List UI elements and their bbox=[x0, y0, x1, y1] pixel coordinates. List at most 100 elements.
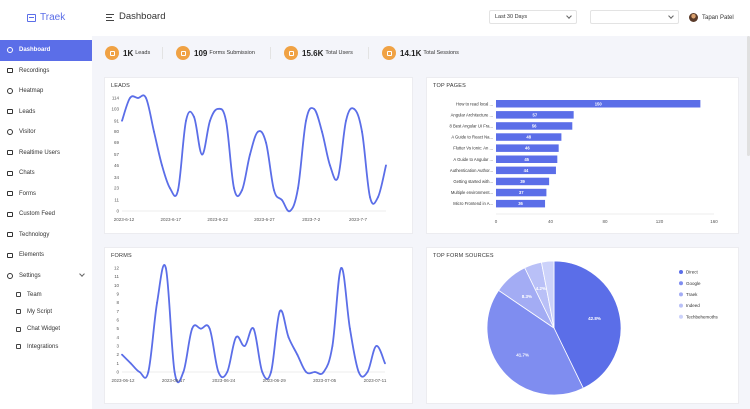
avatar bbox=[689, 13, 698, 22]
sidebar-subitem-team[interactable]: Team bbox=[0, 286, 92, 303]
sidebar-item-visitor[interactable]: Visitor bbox=[0, 122, 92, 143]
y-tick-label: 91 bbox=[114, 118, 120, 123]
bar-category-label: Authentication Author... bbox=[450, 168, 493, 173]
stat-total-users: 15.6K Total Users bbox=[284, 46, 353, 60]
sidebar-subitem-integrations[interactable]: Integrations bbox=[0, 338, 92, 355]
site-select[interactable] bbox=[590, 10, 679, 24]
sidebar-item-leads[interactable]: Leads bbox=[0, 102, 92, 123]
bar bbox=[496, 166, 556, 175]
stat-forms-submission: 109 Forms Submission bbox=[176, 46, 255, 60]
x-tick-label: 2023-7-2 bbox=[302, 217, 321, 222]
sidebar-item-heatmap[interactable]: Heatmap bbox=[0, 81, 92, 102]
bar bbox=[496, 122, 573, 130]
data-point bbox=[305, 371, 307, 373]
legend-label: Traek bbox=[686, 292, 698, 297]
sidebar-item-settings[interactable]: Settings bbox=[0, 266, 92, 287]
legend-swatch bbox=[679, 303, 683, 308]
data-point bbox=[278, 310, 281, 313]
stat-total-sessions: 14.1K Total Sessions bbox=[382, 46, 459, 60]
data-point bbox=[147, 371, 150, 373]
stat-value: 15.6K bbox=[302, 48, 324, 58]
pie-slice bbox=[540, 260, 555, 329]
sidebar-item-elements[interactable]: Elements bbox=[0, 245, 92, 266]
integrations-icon bbox=[15, 344, 21, 350]
technology-icon bbox=[6, 231, 13, 238]
stat-divider bbox=[368, 47, 369, 59]
y-tick-label: 2 bbox=[116, 352, 119, 357]
legend-label: Google bbox=[686, 281, 701, 286]
data-point bbox=[305, 119, 307, 122]
top-pages-card: TOP PAGES How to read local ... 150 Angula… bbox=[426, 77, 739, 234]
data-point bbox=[235, 336, 237, 339]
user-menu[interactable]: Tapan Patel bbox=[689, 13, 734, 22]
bar-category-label: A Guide to Angular ... bbox=[453, 157, 493, 162]
x-tick-label: 120 bbox=[656, 219, 664, 224]
sidebar-subitem-label: Chat Widget bbox=[27, 326, 61, 333]
y-tick-label: 57 bbox=[114, 152, 120, 157]
sidebar-item-realtime-users[interactable]: Realtime Users bbox=[0, 143, 92, 164]
brand[interactable]: Traek bbox=[27, 12, 65, 23]
sidebar-item-label: Elements bbox=[19, 252, 45, 259]
chevron-down-icon[interactable] bbox=[79, 270, 85, 277]
data-point bbox=[384, 362, 386, 365]
stat-label: Total Sessions bbox=[423, 50, 459, 56]
data-point bbox=[191, 327, 194, 330]
sidebar-subitem-chat-widget[interactable]: Chat Widget bbox=[0, 321, 92, 338]
x-tick-label: 0 bbox=[495, 219, 498, 224]
data-point bbox=[375, 345, 378, 347]
x-tick-label: 2023-07-11 bbox=[364, 378, 387, 383]
data-point bbox=[243, 345, 246, 347]
data-point bbox=[313, 371, 316, 373]
stat-value: 1K bbox=[123, 48, 134, 58]
eye-icon bbox=[6, 88, 13, 95]
bar bbox=[496, 144, 559, 152]
leads-chart-title: LEADS bbox=[111, 83, 131, 89]
data-point bbox=[161, 164, 163, 167]
data-point bbox=[321, 130, 323, 133]
sidebar-item-recordings[interactable]: Recordings bbox=[0, 61, 92, 82]
y-tick-label: 23 bbox=[114, 186, 120, 191]
series-line bbox=[121, 264, 386, 384]
sidebar-item-chats[interactable]: Chats bbox=[0, 163, 92, 184]
top-pages-chart-title: TOP PAGES bbox=[433, 83, 466, 89]
y-tick-label: 0 bbox=[116, 209, 119, 214]
bar-value-label: 48 bbox=[526, 135, 531, 140]
data-point bbox=[385, 164, 387, 167]
pie-slice bbox=[486, 289, 584, 396]
y-tick-label: 1 bbox=[116, 361, 119, 366]
legend-label: Techbehemoths bbox=[686, 314, 719, 319]
date-range-select[interactable]: Last 30 Days bbox=[489, 10, 577, 24]
sidebar-subitem-my-script[interactable]: My Script bbox=[0, 303, 92, 320]
bar-value-label: 46 bbox=[525, 146, 530, 151]
x-tick-label: 40 bbox=[548, 219, 554, 224]
stats-row: 1K Leads 109 Forms Submission 15.6K Tota… bbox=[92, 36, 750, 72]
data-point bbox=[209, 119, 211, 122]
bar bbox=[496, 133, 562, 141]
stat-value: 14.1K bbox=[400, 48, 422, 58]
data-point bbox=[129, 97, 131, 99]
sidebar-item-forms[interactable]: Forms bbox=[0, 184, 92, 205]
team-icon bbox=[15, 292, 21, 298]
y-tick-label: 12 bbox=[114, 266, 120, 271]
legend-swatch bbox=[679, 281, 683, 286]
data-point bbox=[273, 189, 275, 192]
sidebar-item-dashboard[interactable]: Dashboard bbox=[0, 40, 92, 61]
x-tick-label: 2023-06-29 bbox=[263, 378, 287, 383]
sidebar-item-custom-feed[interactable]: Custom Feed bbox=[0, 204, 92, 225]
bar bbox=[496, 155, 558, 163]
form-stat-icon bbox=[176, 46, 190, 60]
bar bbox=[496, 177, 550, 186]
bar-value-label: 39 bbox=[520, 179, 525, 184]
data-point bbox=[241, 189, 243, 192]
data-point bbox=[357, 371, 360, 373]
sidebar-item-technology[interactable]: Technology bbox=[0, 225, 92, 246]
chevron-down-icon bbox=[566, 13, 572, 19]
pie-value-label: 42.8% bbox=[588, 316, 601, 321]
data-point bbox=[217, 371, 220, 373]
sidebar-item-label: Leads bbox=[19, 108, 36, 115]
stat-value: 109 bbox=[194, 48, 208, 58]
menu-icon[interactable] bbox=[106, 14, 114, 21]
bar bbox=[496, 188, 547, 197]
data-point bbox=[265, 141, 267, 144]
scrollbar-thumb[interactable] bbox=[747, 36, 750, 156]
